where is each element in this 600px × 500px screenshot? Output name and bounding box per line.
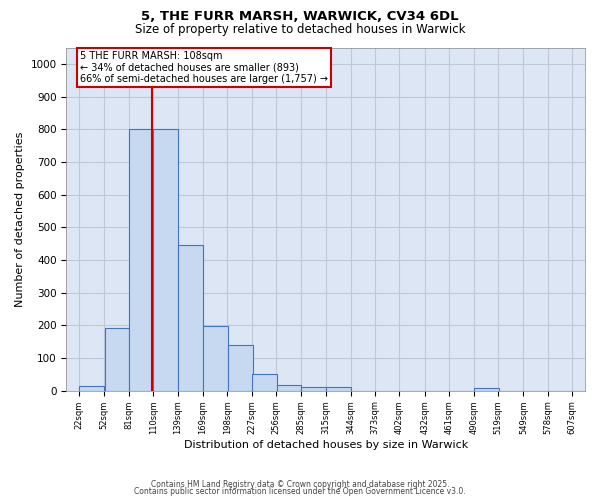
Text: Contains HM Land Registry data © Crown copyright and database right 2025.: Contains HM Land Registry data © Crown c…: [151, 480, 449, 489]
Bar: [154, 129, 178, 390]
Bar: [474, 388, 499, 390]
Bar: [227, 345, 253, 391]
Text: 5 THE FURR MARSH: 108sqm
← 34% of detached houses are smaller (893)
66% of semi-: 5 THE FURR MARSH: 108sqm ← 34% of detach…: [80, 51, 328, 84]
Text: Size of property relative to detached houses in Warwick: Size of property relative to detached ho…: [135, 22, 465, 36]
Text: Contains public sector information licensed under the Open Government Licence v3: Contains public sector information licen…: [134, 488, 466, 496]
X-axis label: Distribution of detached houses by size in Warwick: Distribution of detached houses by size …: [184, 440, 468, 450]
Bar: [252, 374, 277, 390]
Bar: [326, 387, 351, 390]
Bar: [79, 386, 104, 390]
Bar: [301, 387, 326, 390]
Text: 5, THE FURR MARSH, WARWICK, CV34 6DL: 5, THE FURR MARSH, WARWICK, CV34 6DL: [141, 10, 459, 23]
Bar: [129, 129, 154, 390]
Bar: [277, 385, 301, 390]
Bar: [203, 326, 228, 390]
Y-axis label: Number of detached properties: Number of detached properties: [15, 132, 25, 307]
Bar: [178, 244, 203, 390]
Bar: [104, 328, 130, 390]
